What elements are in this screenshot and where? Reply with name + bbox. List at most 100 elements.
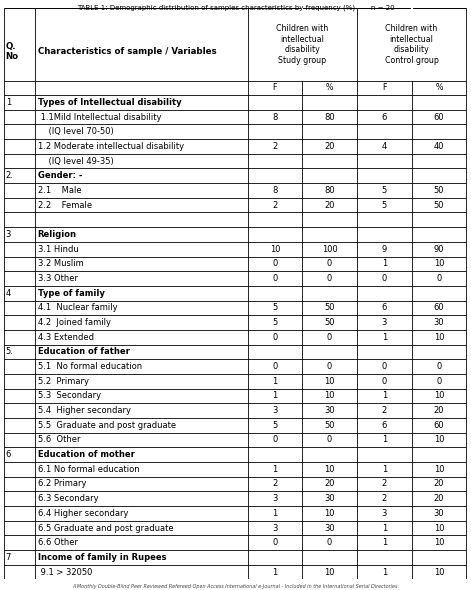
Text: 3: 3: [272, 406, 277, 415]
Text: 3: 3: [272, 494, 277, 503]
Text: 20: 20: [434, 480, 444, 489]
Text: 20: 20: [325, 201, 335, 209]
Text: 9: 9: [382, 245, 387, 254]
Text: 6: 6: [382, 113, 387, 122]
Text: 40: 40: [434, 142, 444, 151]
Text: 50: 50: [325, 421, 335, 430]
Text: 1: 1: [382, 523, 387, 533]
Text: 60: 60: [434, 113, 444, 122]
Text: 80: 80: [324, 113, 335, 122]
Text: 2: 2: [382, 480, 387, 489]
Text: 1: 1: [382, 465, 387, 474]
Text: 5.2  Primary: 5.2 Primary: [38, 377, 89, 386]
Text: 5.1  No formal education: 5.1 No formal education: [38, 362, 142, 371]
Text: 4.1  Nuclear family: 4.1 Nuclear family: [38, 303, 117, 312]
Text: 2: 2: [382, 494, 387, 503]
Text: 2.1    Male: 2.1 Male: [38, 186, 81, 195]
Text: 6: 6: [6, 450, 11, 459]
Text: 50: 50: [325, 318, 335, 327]
Text: 6.5 Graduate and post graduate: 6.5 Graduate and post graduate: [38, 523, 173, 533]
Text: 20: 20: [325, 142, 335, 151]
Text: 50: 50: [434, 201, 444, 209]
Text: 1.1Mild Intellectual disability: 1.1Mild Intellectual disability: [38, 113, 161, 122]
Text: 1.2 Moderate intellectual disability: 1.2 Moderate intellectual disability: [38, 142, 184, 151]
Text: 1: 1: [272, 509, 277, 518]
Text: 5.6  Other: 5.6 Other: [38, 435, 80, 444]
Text: 10: 10: [325, 509, 335, 518]
Text: 2: 2: [272, 142, 277, 151]
Text: 5.5  Graduate and post graduate: 5.5 Graduate and post graduate: [38, 421, 176, 430]
Text: 90: 90: [434, 245, 444, 254]
Text: 30: 30: [324, 406, 335, 415]
Text: 30: 30: [324, 523, 335, 533]
Text: 1: 1: [272, 377, 277, 386]
Text: 3.2 Muslim: 3.2 Muslim: [38, 260, 83, 268]
Text: 1: 1: [382, 260, 387, 268]
Text: 1: 1: [382, 435, 387, 444]
Text: 4.3 Extended: 4.3 Extended: [38, 333, 94, 342]
Text: 50: 50: [325, 303, 335, 312]
Text: 6.3 Secondary: 6.3 Secondary: [38, 494, 98, 503]
Text: 5.3  Secondary: 5.3 Secondary: [38, 391, 101, 401]
Text: 10: 10: [434, 333, 444, 342]
Text: 3: 3: [6, 230, 11, 239]
Text: 10: 10: [434, 538, 444, 547]
Text: 3: 3: [382, 318, 387, 327]
Text: 0: 0: [327, 362, 332, 371]
Text: 4: 4: [382, 142, 387, 151]
Text: 0: 0: [272, 333, 277, 342]
Text: 10: 10: [434, 465, 444, 474]
Text: 9.1 > 32050: 9.1 > 32050: [38, 568, 92, 576]
Text: 60: 60: [434, 421, 444, 430]
Text: 20: 20: [434, 494, 444, 503]
Text: 30: 30: [434, 318, 444, 327]
Text: 1: 1: [382, 538, 387, 547]
Text: 0: 0: [327, 538, 332, 547]
Text: 6.2 Primary: 6.2 Primary: [38, 480, 86, 489]
Text: 10: 10: [434, 391, 444, 401]
Text: Children with
intellectual
disability
Study group: Children with intellectual disability St…: [276, 24, 328, 65]
Text: 5.: 5.: [6, 348, 14, 356]
Text: 6: 6: [382, 421, 387, 430]
Text: 8: 8: [272, 113, 277, 122]
Text: 4.2  Joined family: 4.2 Joined family: [38, 318, 111, 327]
Text: %: %: [435, 83, 443, 93]
Text: Characteristics of sample / Variables: Characteristics of sample / Variables: [38, 47, 216, 56]
Text: 10: 10: [325, 465, 335, 474]
Text: 5.4  Higher secondary: 5.4 Higher secondary: [38, 406, 130, 415]
Text: 20: 20: [325, 480, 335, 489]
Text: 10: 10: [434, 435, 444, 444]
Text: 8: 8: [272, 186, 277, 195]
Text: Types of Intellectual disability: Types of Intellectual disability: [38, 98, 181, 107]
Text: 0: 0: [382, 362, 387, 371]
Text: 1: 1: [272, 465, 277, 474]
Text: 2: 2: [272, 201, 277, 209]
Text: 0: 0: [272, 538, 277, 547]
Text: 5: 5: [272, 421, 277, 430]
Text: 5: 5: [272, 303, 277, 312]
Text: F: F: [382, 83, 387, 93]
Text: 2.2    Female: 2.2 Female: [38, 201, 92, 209]
Text: 3.1 Hindu: 3.1 Hindu: [38, 245, 78, 254]
Text: A Monthly Double-Blind Peer Reviewed Refereed Open Access International e-Journa: A Monthly Double-Blind Peer Reviewed Ref…: [72, 584, 399, 589]
Text: 3.3 Other: 3.3 Other: [38, 274, 78, 283]
Text: 0: 0: [436, 377, 442, 386]
Text: 30: 30: [434, 509, 444, 518]
Text: 10: 10: [434, 260, 444, 268]
Text: 1: 1: [382, 333, 387, 342]
Text: 6.1 No formal education: 6.1 No formal education: [38, 465, 139, 474]
Text: 2: 2: [272, 480, 277, 489]
Text: 30: 30: [324, 494, 335, 503]
Text: 0: 0: [272, 274, 277, 283]
Text: Religion: Religion: [38, 230, 77, 239]
Text: 5: 5: [272, 318, 277, 327]
Text: 0: 0: [382, 274, 387, 283]
Text: 6.4 Higher secondary: 6.4 Higher secondary: [38, 509, 128, 518]
Text: Income of family in Rupees: Income of family in Rupees: [38, 553, 166, 562]
Text: 10: 10: [434, 568, 444, 576]
Text: %: %: [326, 83, 333, 93]
Text: 0: 0: [327, 333, 332, 342]
Text: 60: 60: [434, 303, 444, 312]
Text: Q.
No: Q. No: [6, 42, 19, 61]
Text: 5: 5: [382, 201, 387, 209]
